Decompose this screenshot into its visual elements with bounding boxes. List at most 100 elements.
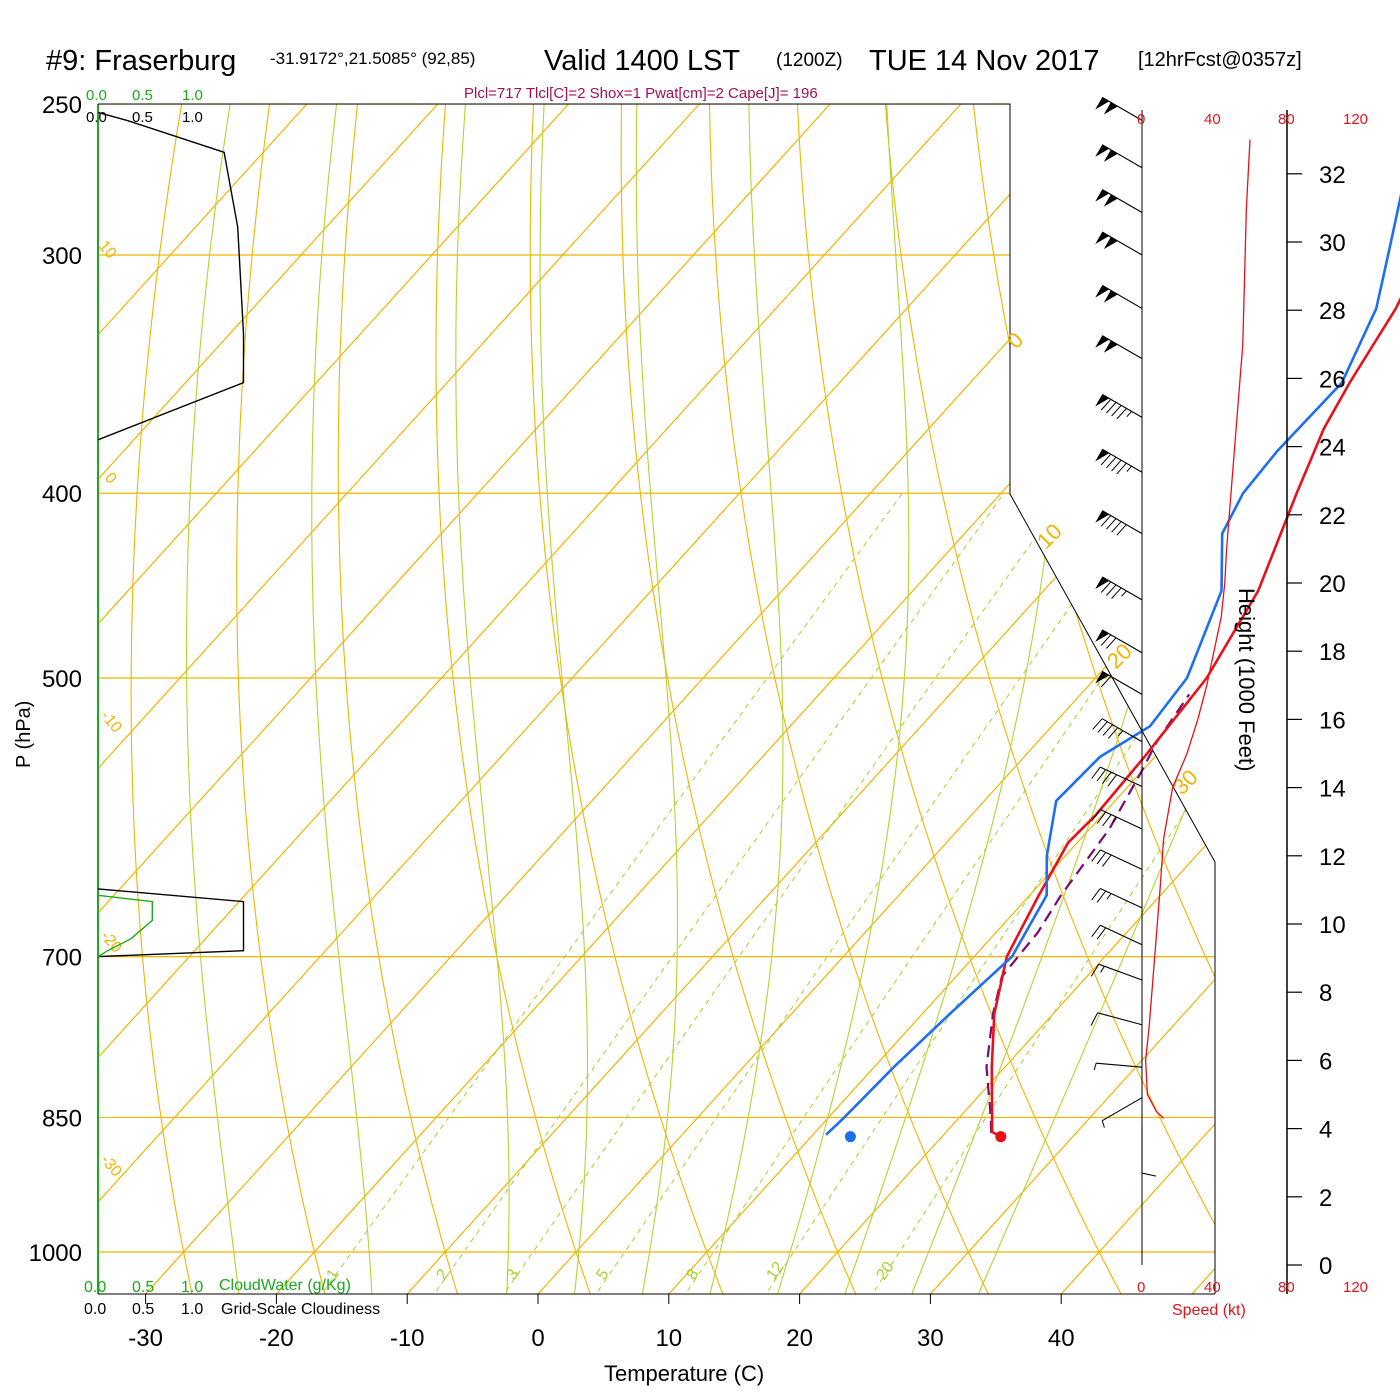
height-tick-label: 14: [1319, 776, 1346, 803]
wind-barb: [1095, 510, 1143, 536]
wind-barb-feather: [1102, 854, 1112, 867]
wind-barb: [1091, 766, 1143, 788]
mixing-ratio-line: [418, 492, 1005, 1294]
frame-outline: [98, 103, 1216, 1294]
wind-barb-flag: [1103, 194, 1118, 207]
wind-barb-flag: [1095, 629, 1110, 642]
wind-barb-shaft: [1101, 335, 1143, 360]
mixing-ratio-line: [580, 492, 1151, 1294]
cloud-water-tick: 0.5: [132, 87, 153, 104]
dry-adiabat-line: [236, 104, 340, 1294]
wind-barb-feather: [1102, 814, 1112, 827]
wind-barb-feather: [1096, 769, 1107, 782]
wind-barb: [1091, 809, 1143, 830]
moist-adiabat-line: [831, 104, 1063, 1294]
cloudiness-tick: 1.0: [181, 1301, 203, 1318]
station-title: #9: Fraserburg: [46, 45, 236, 77]
wind-barb-half-feather: [1106, 893, 1112, 900]
temp-tick-label: -30: [128, 1325, 163, 1352]
wind-barb: [1101, 1097, 1143, 1128]
cloudiness-curve: [97, 119, 245, 441]
mixing-ratio-label: 12: [763, 1259, 787, 1283]
wind-barb-feather: [1102, 724, 1113, 736]
wind-barb-feather: [1090, 1012, 1099, 1026]
isotherm-label: 0: [1002, 327, 1028, 353]
wind-barb-feather: [1116, 524, 1127, 536]
surface-dewpoint-dot: [844, 1131, 856, 1143]
speed-tick-top: 120: [1343, 111, 1368, 128]
wind-barb-shaft: [1101, 144, 1143, 169]
wind-barb-flag: [1095, 285, 1110, 298]
mixing-ratio-line: [858, 492, 1215, 1294]
wind-barb: [1095, 284, 1143, 309]
wind-barb-feather: [1116, 408, 1127, 420]
wind-barb-half-feather: [1117, 730, 1124, 737]
wind-barb-feather: [1097, 721, 1108, 733]
wind-barb: [1095, 629, 1143, 654]
cloud-water-tick: 1.0: [182, 87, 203, 104]
isotherm-line: [98, 104, 831, 1294]
wind-barb-feather: [1111, 521, 1122, 533]
height-tick-label: 6: [1319, 1048, 1332, 1075]
wind-barb-feather: [1100, 453, 1112, 466]
isotherm-line: [359, 104, 1215, 1294]
dry-adiabat-line: [1056, 104, 1215, 1294]
cloud-water-label: CloudWater (g/Kg): [219, 1277, 351, 1294]
wind-barb-shaft: [1098, 963, 1143, 981]
wind-barb: [1095, 96, 1143, 121]
wind-barb-flag: [1103, 102, 1118, 115]
height-tick-label: 10: [1319, 912, 1346, 939]
wind-barb-feather: [1100, 676, 1112, 688]
wind-barb-flag: [1095, 449, 1110, 462]
moist-adiabat-line: [539, 104, 589, 1294]
wind-barb-shaft: [1101, 96, 1143, 121]
wind-barb-shaft: [1097, 1012, 1143, 1026]
speed-tick-top: 40: [1204, 111, 1221, 128]
wind-barb-feather: [1116, 462, 1127, 475]
speed-tick-bottom: 120: [1343, 1279, 1368, 1296]
moist-adiabat-line: [185, 104, 244, 1294]
wind-barb-feather: [1106, 584, 1117, 596]
temp-tick-label: 0: [531, 1325, 544, 1352]
wind-barb-shaft: [1101, 576, 1143, 601]
forecast-info: [12hrFcst@0357z]: [1138, 49, 1302, 71]
cloudiness-curve: [97, 111, 128, 122]
wind-barb-shaft: [1101, 393, 1143, 418]
wind-barb-shaft: [1100, 766, 1143, 788]
wind-barb: [1091, 924, 1143, 946]
height-tick-label: 16: [1319, 707, 1346, 734]
speed-tick-bottom: 0: [1137, 1279, 1145, 1296]
dry-adiabat-label: -10: [97, 708, 125, 737]
dry-adiabat-line: [529, 104, 745, 1294]
height-tick-label: 28: [1319, 298, 1346, 325]
temp-tick-label: -10: [390, 1325, 425, 1352]
wind-barb: [1141, 1127, 1157, 1177]
pressure-tick-label: 400: [42, 481, 82, 508]
dewpoint-curve: [825, 193, 1400, 1136]
temp-tick-label: 40: [1048, 1325, 1075, 1352]
wind-barb: [1090, 1012, 1143, 1026]
isotherm-line: [883, 104, 1215, 1294]
wind-barb-feather: [1091, 924, 1101, 938]
height-tick-label: 12: [1319, 844, 1346, 871]
height-tick-label: 32: [1319, 162, 1346, 189]
wind-barb-flag: [1103, 340, 1118, 353]
wind-barb: [1091, 888, 1143, 909]
wind-barb-shaft: [1100, 849, 1143, 870]
wind-barb-feather: [1141, 1172, 1157, 1177]
cloud-panel: [97, 111, 245, 958]
wind-barb-shaft: [1101, 629, 1143, 654]
wind-barb-shaft: [1100, 809, 1143, 830]
temp-tick-label: 10: [655, 1325, 682, 1352]
wind-barb-feather: [1100, 515, 1112, 527]
wind-barb-flag: [1103, 290, 1118, 303]
valid-date: TUE 14 Nov 2017: [869, 45, 1100, 77]
speed-scale: 0 40 80 120 0 40 80 120 Speed (kt): [1137, 111, 1368, 1319]
isotherm-line: [621, 104, 1215, 1294]
wind-barb: [1091, 849, 1143, 870]
moist-adiabat-line: [634, 104, 679, 1294]
thermo-grid: [98, 104, 1215, 1294]
height-tick-label: 24: [1319, 435, 1346, 462]
